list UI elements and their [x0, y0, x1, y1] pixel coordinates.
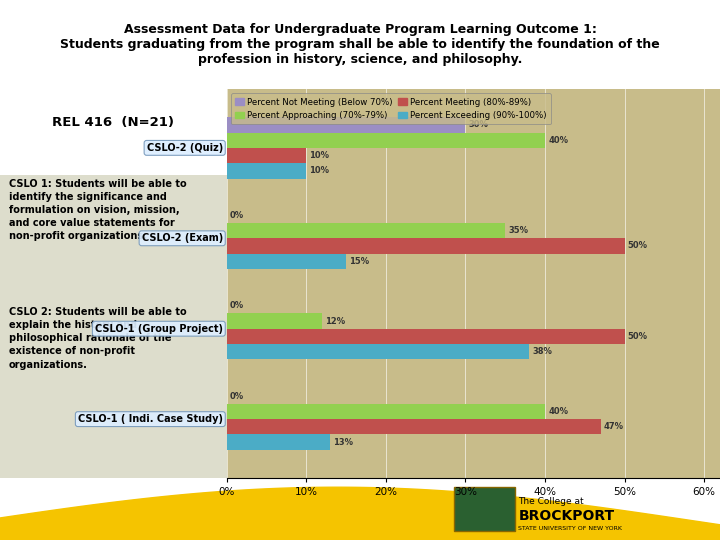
- Text: 10%: 10%: [310, 166, 330, 176]
- Text: The College at: The College at: [518, 497, 584, 506]
- Text: BROCKPORT: BROCKPORT: [518, 509, 615, 523]
- Bar: [227, 117, 465, 132]
- Bar: [227, 148, 306, 163]
- Bar: [227, 313, 323, 329]
- Text: 38%: 38%: [532, 347, 552, 356]
- Text: CSLO-1 ( Indi. Case Study): CSLO-1 ( Indi. Case Study): [78, 414, 222, 424]
- Text: 0%: 0%: [230, 211, 244, 220]
- Text: 40%: 40%: [548, 407, 568, 416]
- Bar: [227, 254, 346, 269]
- Text: REL 416  (N=21): REL 416 (N=21): [53, 116, 174, 129]
- Text: 35%: 35%: [508, 226, 528, 235]
- Text: 0%: 0%: [230, 301, 244, 310]
- Bar: [227, 419, 600, 435]
- Text: 40%: 40%: [548, 136, 568, 145]
- Text: Assessment Data for Undergraduate Program Learning Outcome 1:
Students graduatin: Assessment Data for Undergraduate Progra…: [60, 23, 660, 66]
- Bar: [227, 404, 545, 419]
- Bar: [227, 238, 624, 254]
- Text: 30%: 30%: [469, 120, 488, 129]
- Text: STATE UNIVERSITY OF NEW YORK: STATE UNIVERSITY OF NEW YORK: [518, 526, 622, 531]
- Text: 13%: 13%: [333, 438, 354, 447]
- Text: CSLO-1 (Group Project): CSLO-1 (Group Project): [95, 323, 222, 334]
- Text: 47%: 47%: [604, 422, 624, 431]
- Text: 15%: 15%: [349, 257, 369, 266]
- Bar: [227, 163, 306, 179]
- Text: CSLO 1: Students will be able to
identify the significance and
formulation on vi: CSLO 1: Students will be able to identif…: [9, 179, 186, 241]
- Bar: [227, 132, 545, 148]
- Bar: [227, 329, 624, 344]
- Bar: [227, 344, 529, 360]
- Text: 0%: 0%: [230, 392, 244, 401]
- Legend: Percent Not Meeting (Below 70%), Percent Approaching (70%-79%), Percent Meeting : Percent Not Meeting (Below 70%), Percent…: [231, 93, 551, 124]
- FancyBboxPatch shape: [454, 487, 515, 531]
- Bar: [227, 223, 505, 238]
- FancyBboxPatch shape: [0, 174, 227, 478]
- Text: 10%: 10%: [310, 151, 330, 160]
- Text: CSLO-2 (Quiz): CSLO-2 (Quiz): [147, 143, 222, 153]
- Bar: [227, 435, 330, 450]
- Text: CSLO 2: Students will be able to
explain the history and
philosophical rationale: CSLO 2: Students will be able to explain…: [9, 307, 186, 369]
- Text: CSLO-2 (Exam): CSLO-2 (Exam): [142, 233, 222, 244]
- Text: 12%: 12%: [325, 316, 346, 326]
- Text: 50%: 50%: [628, 332, 648, 341]
- Polygon shape: [0, 487, 720, 540]
- Text: 50%: 50%: [628, 241, 648, 251]
